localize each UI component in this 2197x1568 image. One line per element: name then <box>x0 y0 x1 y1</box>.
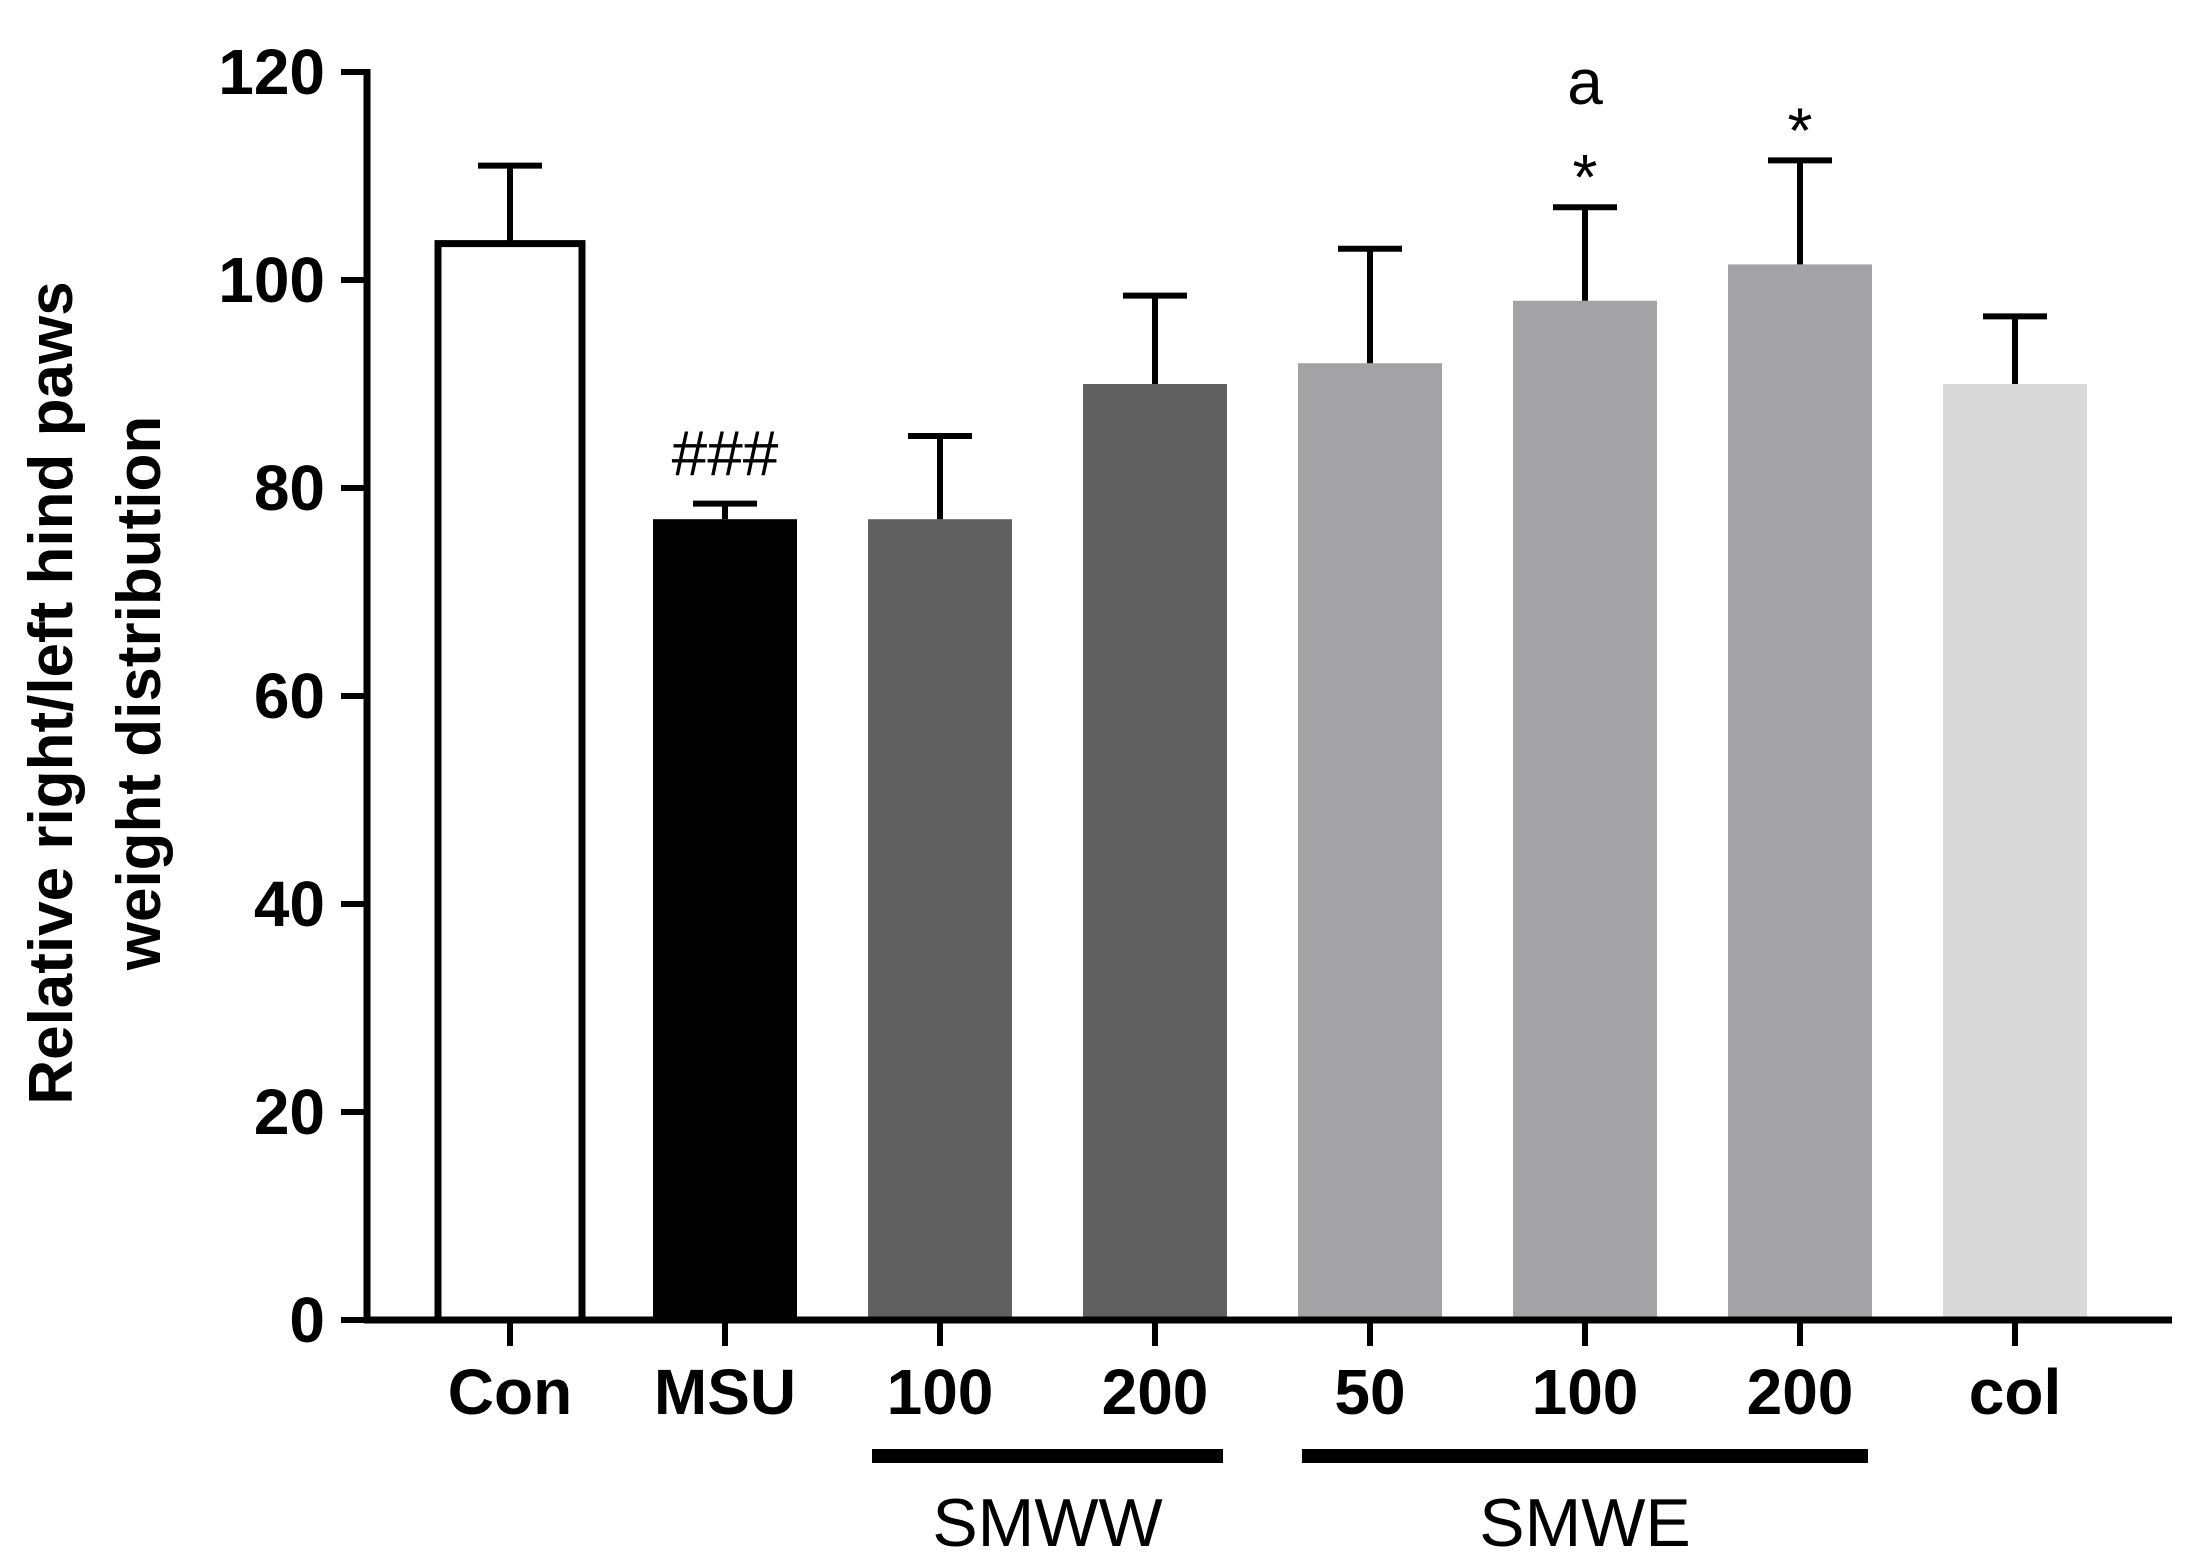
x-tick-label: col <box>1969 1356 2061 1428</box>
bar <box>1298 363 1442 1320</box>
group-label: SMWW <box>932 1485 1162 1561</box>
y-axis-title-line1: Relative right/left hind paws <box>17 281 86 1104</box>
y-tick-label: 80 <box>254 452 325 524</box>
y-axis-title: Relative right/left hind paws weight dis… <box>17 281 174 1104</box>
bar <box>1513 300 1657 1320</box>
y-tick-label: 60 <box>254 660 325 732</box>
group-label: SMWE <box>1479 1485 1691 1561</box>
bar <box>1083 384 1227 1320</box>
y-axis-title-line2: weight distribution <box>105 416 174 972</box>
bar <box>868 519 1012 1320</box>
y-tick-label: 40 <box>254 868 325 940</box>
significance-annotation: * <box>1573 141 1598 213</box>
x-tick-label: 200 <box>1102 1356 1209 1428</box>
bar <box>1943 384 2087 1320</box>
bar <box>434 240 586 1324</box>
bar <box>1728 264 1872 1320</box>
y-tick-label: 20 <box>254 1076 325 1148</box>
labels: Con MSU 100 200 50 100 200 col ### a * * SMWW SMWE <box>448 46 2061 1561</box>
significance-annotation: a <box>1567 46 1603 118</box>
x-tick-label: 200 <box>1747 1356 1854 1428</box>
y-tick-label: 0 <box>289 1284 325 1356</box>
x-tick-label: 100 <box>887 1356 994 1428</box>
x-tick-label: Con <box>448 1356 572 1428</box>
axes <box>363 69 2172 1346</box>
y-tick-label: 120 <box>218 36 325 108</box>
x-tick-label: 100 <box>1532 1356 1639 1428</box>
y-tick-label: 100 <box>218 244 325 316</box>
y-axis: 0 20 40 60 80 100 120 <box>218 36 367 1356</box>
bar <box>653 519 797 1320</box>
x-tick-label: MSU <box>654 1356 796 1428</box>
significance-annotation: ### <box>672 418 779 490</box>
x-tick-label: 50 <box>1334 1356 1405 1428</box>
significance-annotation: * <box>1788 94 1813 166</box>
bars <box>434 157 2087 1324</box>
